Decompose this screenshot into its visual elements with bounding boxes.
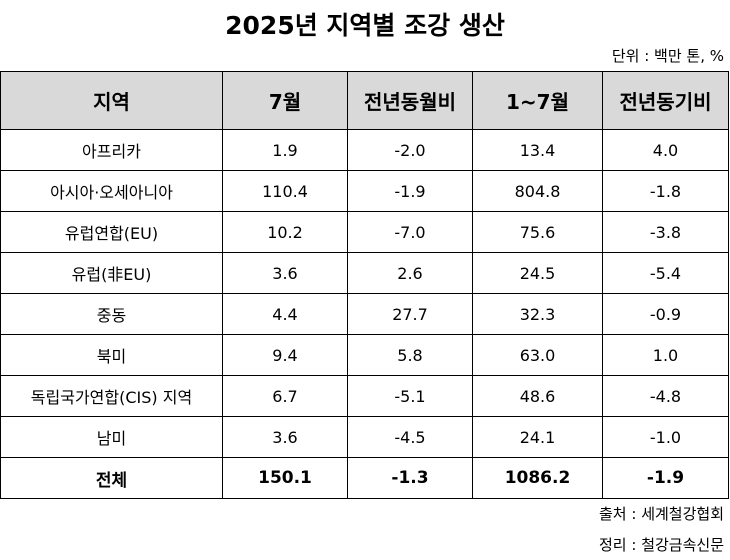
cell-yoy-month: -7.0	[347, 211, 473, 253]
cell-yoy-month: 5.8	[347, 334, 473, 376]
header-jan-jul: 1~7월	[472, 71, 603, 130]
cell-region: 아프리카	[0, 129, 223, 171]
cell-yoy-month: -5.1	[347, 375, 473, 417]
table-header-row: 지역 7월 전년동월비 1~7월 전년동기비	[0, 71, 729, 130]
table-row: 유럽연합(EU) 10.2 -7.0 75.6 -3.8	[0, 211, 729, 253]
cell-july: 6.7	[222, 375, 348, 417]
cell-yoy-period: -0.9	[602, 293, 729, 335]
table-row: 아프리카 1.9 -2.0 13.4 4.0	[0, 129, 729, 171]
cell-region: 북미	[0, 334, 223, 376]
cell-july: 3.6	[222, 252, 348, 294]
table-row: 북미 9.4 5.8 63.0 1.0	[0, 334, 729, 376]
cell-yoy-period: -5.4	[602, 252, 729, 294]
total-cell-july: 150.1	[222, 457, 348, 499]
steel-production-table: 지역 7월 전년동월비 1~7월 전년동기비 아프리카 1.9 -2.0 13.4 4.…	[0, 71, 729, 499]
arranged-by-note: 정리 : 철강금속신문	[599, 536, 724, 554]
total-cell-yoy-period: -1.9	[602, 457, 729, 499]
cell-july: 10.2	[222, 211, 348, 253]
cell-jan-jul: 48.6	[472, 375, 603, 417]
cell-region: 독립국가연합(CIS) 지역	[0, 375, 223, 417]
cell-jan-jul: 24.1	[472, 416, 603, 458]
page-title: 2025년 지역별 조강 생산	[225, 11, 505, 40]
source-note: 출처 : 세계철강협회	[599, 505, 724, 523]
table-row: 독립국가연합(CIS) 지역 6.7 -5.1 48.6 -4.8	[0, 375, 729, 417]
cell-yoy-period: 4.0	[602, 129, 729, 171]
table-row: 중동 4.4 27.7 32.3 -0.9	[0, 293, 729, 335]
cell-jan-jul: 804.8	[472, 170, 603, 212]
cell-july: 4.4	[222, 293, 348, 335]
table-row: 남미 3.6 -4.5 24.1 -1.0	[0, 416, 729, 458]
cell-region: 중동	[0, 293, 223, 335]
cell-jan-jul: 75.6	[472, 211, 603, 253]
cell-region: 유럽연합(EU)	[0, 211, 223, 253]
total-cell-yoy-month: -1.3	[347, 457, 473, 499]
cell-yoy-period: -1.8	[602, 170, 729, 212]
cell-july: 110.4	[222, 170, 348, 212]
cell-yoy-period: 1.0	[602, 334, 729, 376]
cell-july: 9.4	[222, 334, 348, 376]
cell-jan-jul: 32.3	[472, 293, 603, 335]
cell-yoy-period: -4.8	[602, 375, 729, 417]
table-row: 아시아·오세아니아 110.4 -1.9 804.8 -1.8	[0, 170, 729, 212]
cell-yoy-period: -3.8	[602, 211, 729, 253]
header-region: 지역	[0, 71, 223, 130]
cell-jan-jul: 24.5	[472, 252, 603, 294]
unit-note: 단위 : 백만 톤, %	[611, 47, 724, 65]
cell-region: 아시아·오세아니아	[0, 170, 223, 212]
cell-yoy-month: 27.7	[347, 293, 473, 335]
cell-region: 남미	[0, 416, 223, 458]
total-cell-region: 전체	[0, 457, 223, 499]
cell-yoy-period: -1.0	[602, 416, 729, 458]
cell-yoy-month: -1.9	[347, 170, 473, 212]
cell-jan-jul: 63.0	[472, 334, 603, 376]
total-row: 전체 150.1 -1.3 1086.2 -1.9	[0, 457, 729, 499]
cell-region: 유럽(非EU)	[0, 252, 223, 294]
cell-jan-jul: 13.4	[472, 129, 603, 171]
cell-july: 1.9	[222, 129, 348, 171]
total-cell-jan-jul: 1086.2	[472, 457, 603, 499]
header-july: 7월	[222, 71, 348, 130]
header-yoy-month: 전년동월비	[347, 71, 473, 130]
cell-yoy-month: -4.5	[347, 416, 473, 458]
cell-july: 3.6	[222, 416, 348, 458]
cell-yoy-month: 2.6	[347, 252, 473, 294]
header-yoy-period: 전년동기비	[602, 71, 729, 130]
table-row: 유럽(非EU) 3.6 2.6 24.5 -5.4	[0, 252, 729, 294]
cell-yoy-month: -2.0	[347, 129, 473, 171]
